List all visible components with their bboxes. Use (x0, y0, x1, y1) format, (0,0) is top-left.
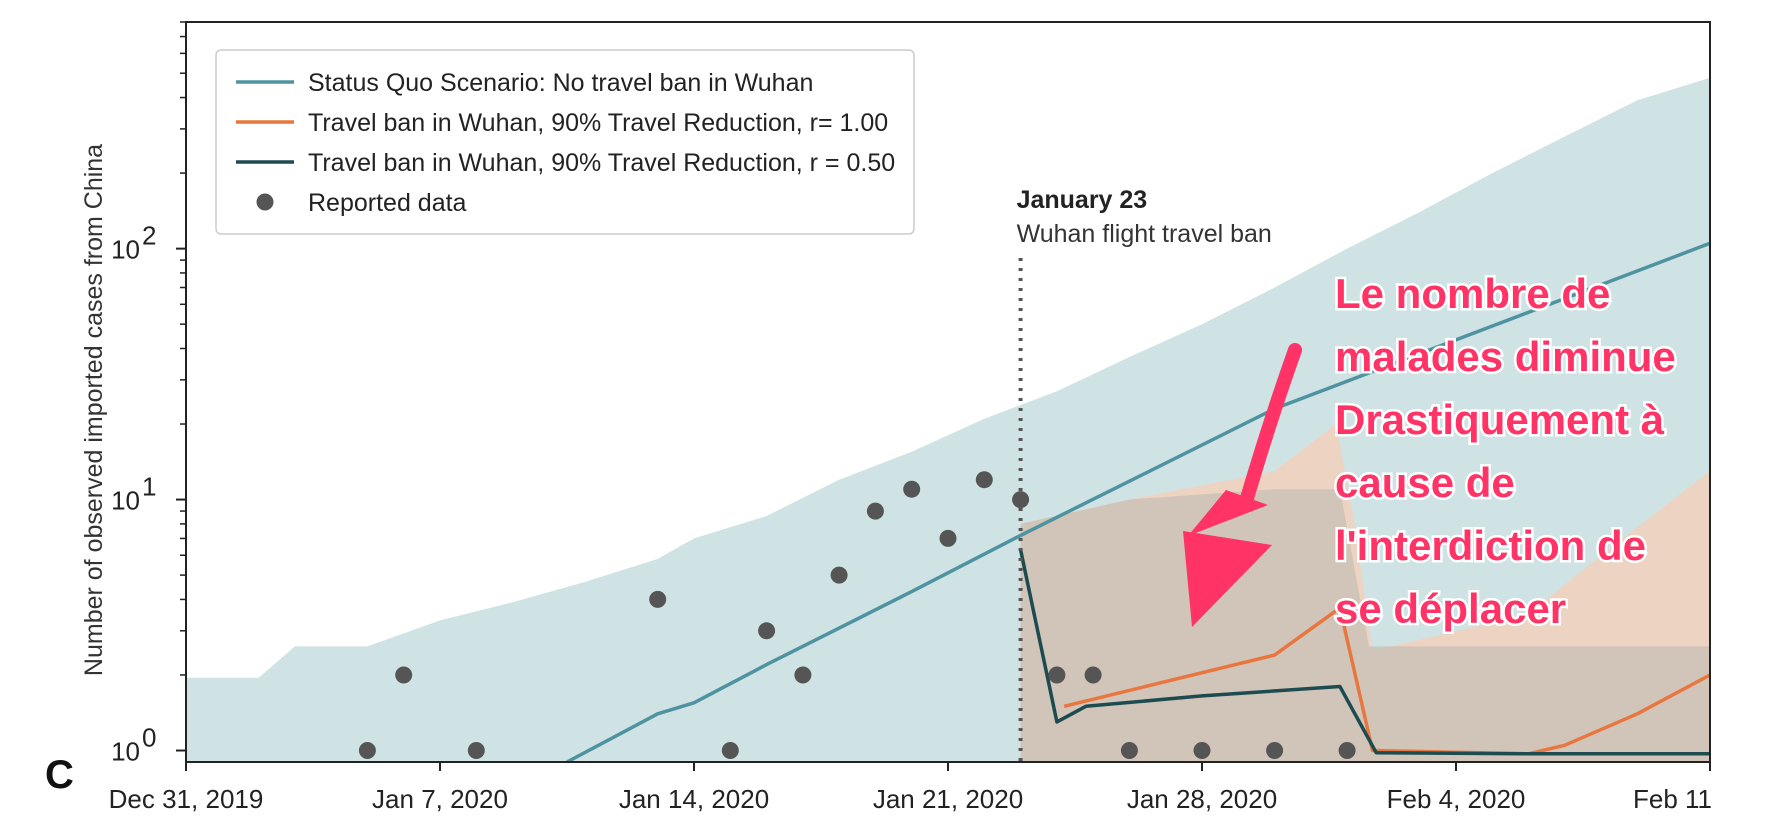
event-subtitle: Wuhan flight travel ban (1017, 220, 1272, 248)
callout-line: Drastiquement à (1335, 396, 1665, 443)
panel-letter: C (45, 753, 74, 797)
data-point (1084, 666, 1102, 684)
legend-swatch-marker (256, 193, 274, 211)
series-lines (566, 241, 1711, 764)
legend-label: Reported data (308, 189, 467, 217)
x-tick-label: Dec 31, 2019 (109, 784, 264, 814)
y-tick-exponent: 2 (142, 221, 156, 251)
legend-box (215, 49, 915, 235)
data-point (903, 480, 921, 498)
y-tick-label: 10 (111, 486, 140, 516)
data-point (467, 742, 485, 759)
x-tick-label: Jan 28, 2020 (1127, 784, 1277, 814)
x-tick-label: Feb 11 (1633, 784, 1712, 814)
legend-label: Travel ban in Wuhan, 90% Travel Reductio… (308, 109, 888, 137)
legend: Status Quo Scenario: No travel ban in Wu… (215, 49, 915, 235)
data-point (395, 666, 413, 684)
data-point (1048, 666, 1066, 684)
series-line-0 (566, 241, 1711, 764)
data-point (1120, 742, 1138, 759)
callout-arrow-shaft (1238, 343, 1302, 512)
event-marker: January 23 Wuhan flight travel ban (1017, 186, 1272, 762)
reported-data-points (358, 471, 1356, 759)
data-point (866, 502, 884, 520)
callout-line: se déplacer (1335, 585, 1566, 632)
x-tick-label: Feb 4, 2020 (1387, 784, 1526, 814)
data-point (830, 566, 848, 584)
legend-label: Status Quo Scenario: No travel ban in Wu… (308, 69, 813, 97)
callout-line: Le nombre de (1335, 270, 1610, 317)
data-point (1338, 742, 1356, 759)
y-tick-exponent: 1 (142, 472, 156, 502)
data-point (939, 529, 957, 547)
x-axis-ticks: Dec 31, 2019 Jan 7, 2020 Jan 14, 2020 Jan 2… (109, 762, 1712, 814)
data-point (758, 622, 776, 640)
x-tick-label: Jan 21, 2020 (873, 784, 1023, 814)
callout-arrow-tip (1183, 531, 1272, 627)
data-point (1266, 742, 1284, 759)
data-point (649, 590, 667, 608)
data-point (721, 742, 739, 759)
callout-line: l'interdiction de (1335, 522, 1646, 569)
event-title: January 23 (1017, 186, 1148, 214)
x-tick-label: Jan 7, 2020 (372, 784, 508, 814)
data-point (975, 471, 993, 489)
y-tick-label: 10 (111, 737, 140, 767)
data-point (358, 742, 376, 759)
annotation-callout: Le nombre de malades diminue Drastiquement… (1183, 268, 1679, 635)
y-tick-label: 10 (111, 235, 140, 265)
data-point (1012, 491, 1030, 509)
callout-line: malades diminue (1335, 333, 1676, 380)
legend-items: Status Quo Scenario: No travel ban in Wu… (236, 69, 895, 217)
data-point (1193, 742, 1211, 759)
data-point (794, 666, 812, 684)
callout-arrow-head (1188, 490, 1268, 536)
series-line-2 (1018, 549, 1710, 756)
callout-text: Le nombre de malades diminue Drastiquement… (1333, 268, 1679, 635)
y-tick-exponent: 0 (142, 723, 156, 753)
x-tick-label: Jan 14, 2020 (619, 784, 769, 814)
legend-label: Travel ban in Wuhan, 90% Travel Reductio… (308, 149, 895, 177)
callout-line: cause de (1335, 459, 1515, 506)
y-axis-label: Number of observed imported cases from C… (80, 144, 108, 676)
